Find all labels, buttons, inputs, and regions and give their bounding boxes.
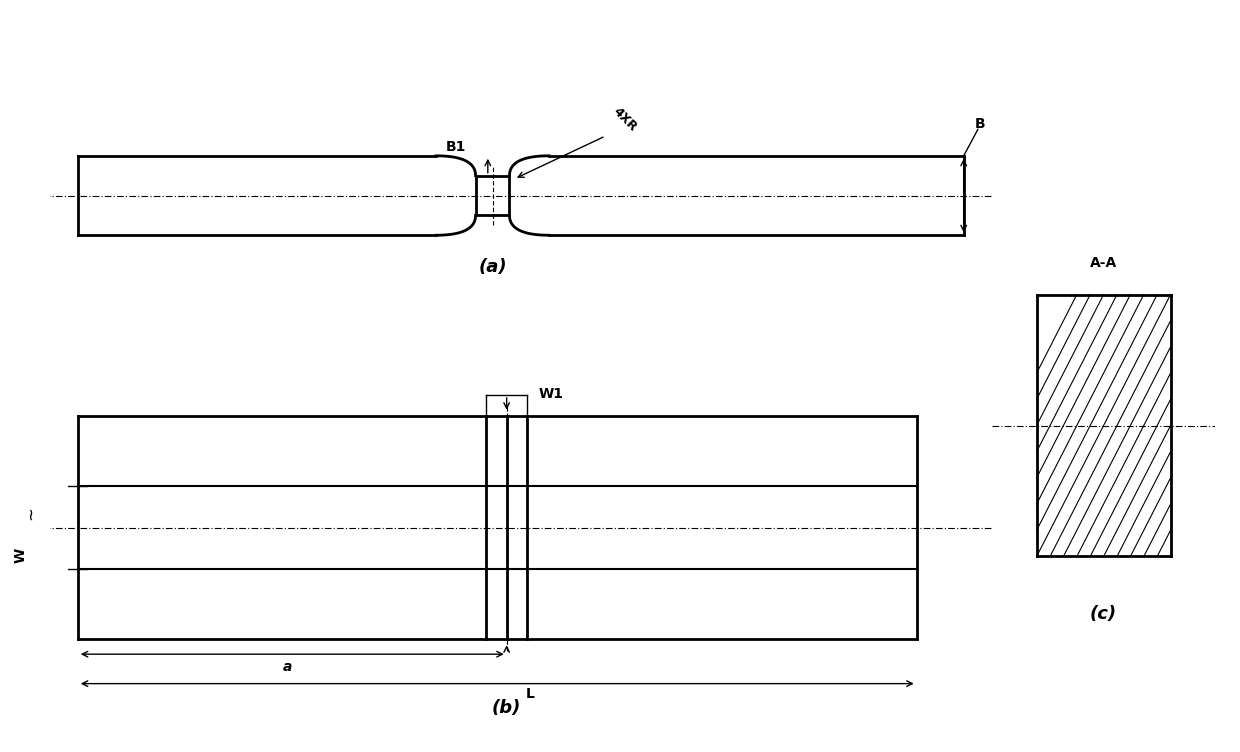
Text: ~: ~ — [21, 506, 40, 520]
Text: 4XR: 4XR — [610, 105, 640, 134]
Text: (a): (a) — [479, 258, 507, 276]
Text: A-A: A-A — [1090, 256, 1117, 270]
Text: B: B — [975, 117, 986, 131]
Text: (b): (b) — [492, 699, 521, 717]
Text: W1: W1 — [538, 387, 564, 401]
Text: B1: B1 — [445, 140, 466, 153]
Text: a: a — [283, 660, 293, 674]
Text: (c): (c) — [1090, 605, 1117, 623]
Text: W: W — [14, 547, 27, 563]
Text: L: L — [526, 687, 534, 702]
